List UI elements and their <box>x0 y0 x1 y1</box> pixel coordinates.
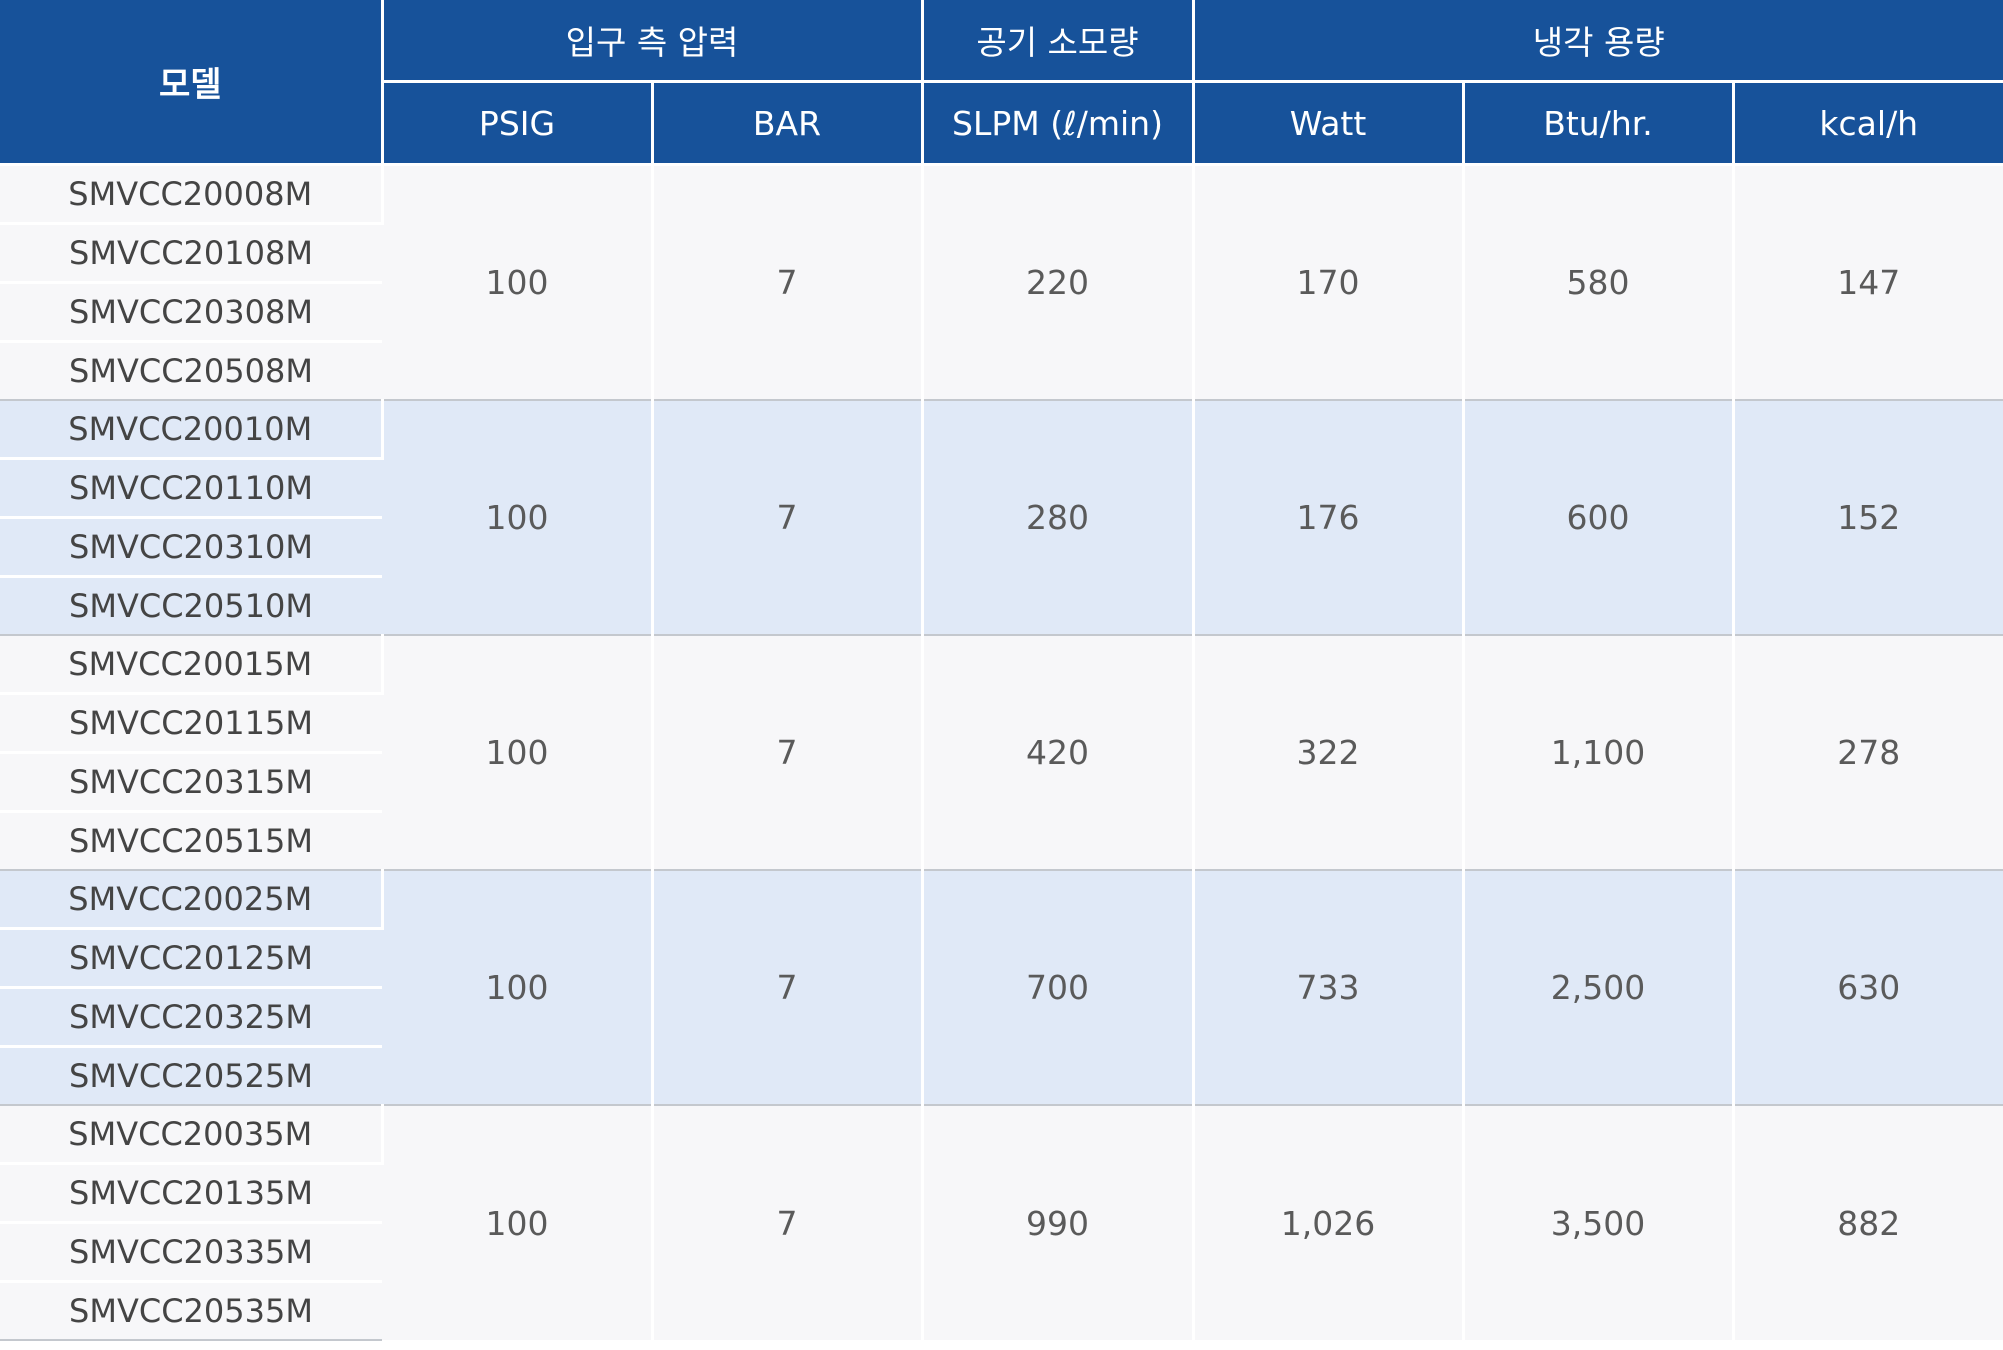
model-cell: SMVCC20115M <box>0 693 382 754</box>
psig-cell: 100 <box>382 869 654 1105</box>
header-slpm: SLPM (ℓ/min) <box>922 81 1195 166</box>
kcal-cell: 882 <box>1733 1104 2003 1340</box>
spec-group: SMVCC20025M 100 7 700 733 2,500 630 SMVC… <box>0 869 2003 1106</box>
watt-cell: 176 <box>1193 399 1465 635</box>
btu-cell: 2,500 <box>1463 869 1735 1105</box>
btu-cell: 1,100 <box>1463 634 1735 870</box>
model-cell: SMVCC20508M <box>0 341 382 401</box>
spec-group: SMVCC20010M 100 7 280 176 600 152 SMVCC2… <box>0 399 2003 636</box>
model-cell: SMVCC20510M <box>0 576 382 636</box>
watt-cell: 733 <box>1193 869 1465 1105</box>
slpm-cell: 280 <box>922 399 1195 635</box>
header-inlet-pressure: 입구 측 압력 <box>382 0 924 83</box>
table-row: SMVCC20308M <box>0 282 2003 343</box>
header-row-groups: 모델 입구 측 압력 공기 소모량 냉각 용량 <box>0 0 2003 166</box>
table-row: SMVCC20110M <box>0 458 2003 519</box>
kcal-cell: 630 <box>1733 869 2003 1105</box>
spec-group: SMVCC20035M 100 7 990 1,026 3,500 882 SM… <box>0 1104 2003 1341</box>
table-row: SMVCC20115M <box>0 693 2003 754</box>
header-watt: Watt <box>1193 81 1465 166</box>
model-cell: SMVCC20015M <box>0 634 384 695</box>
table-row: SMVCC20008M 100 7 220 170 580 147 <box>0 163 2003 400</box>
model-cell: SMVCC20035M <box>0 1104 384 1165</box>
table-row: SMVCC20508M <box>0 341 2003 401</box>
table-row: SMVCC20325M <box>0 987 2003 1048</box>
table-row: SMVCC20515M <box>0 811 2003 871</box>
header-row-units: PSIG BAR SLPM (ℓ/min) Watt Btu/hr. kcal/… <box>0 81 2003 166</box>
table-row: SMVCC20015M 100 7 420 322 1,100 278 <box>0 634 2003 870</box>
spec-group: SMVCC20015M 100 7 420 322 1,100 278 SMVC… <box>0 634 2003 871</box>
header-cooling-capacity: 냉각 용량 <box>1193 0 2003 83</box>
table-row: SMVCC20035M 100 7 990 1,026 3,500 882 <box>0 1104 2003 1340</box>
kcal-cell: 152 <box>1733 399 2003 635</box>
header-model: 모델 <box>0 0 384 166</box>
table-row: SMVCC20310M <box>0 517 2003 578</box>
btu-cell: 600 <box>1463 399 1735 635</box>
model-cell: SMVCC20008M <box>0 163 384 225</box>
slpm-cell: 420 <box>922 634 1195 870</box>
spec-group: SMVCC20008M 100 7 220 170 580 147 SMVCC2… <box>0 163 2003 401</box>
table-row: SMVCC20535M <box>0 1281 2003 1341</box>
table-row: SMVCC20010M 100 7 280 176 600 152 <box>0 399 2003 635</box>
watt-cell: 1,026 <box>1193 1104 1465 1340</box>
table-row: SMVCC20525M <box>0 1046 2003 1106</box>
slpm-cell: 990 <box>922 1104 1195 1340</box>
table-row: SMVCC20108M <box>0 223 2003 284</box>
watt-cell: 170 <box>1193 163 1465 400</box>
table-row: SMVCC20025M 100 7 700 733 2,500 630 <box>0 869 2003 1105</box>
table-row: SMVCC20125M <box>0 928 2003 989</box>
model-cell: SMVCC20135M <box>0 1163 382 1224</box>
table-header: 모델 입구 측 압력 공기 소모량 냉각 용량 PSIG BAR SLPM (ℓ… <box>0 0 2003 166</box>
table-row: SMVCC20315M <box>0 752 2003 813</box>
psig-cell: 100 <box>382 634 654 870</box>
bar-cell: 7 <box>652 163 924 400</box>
model-cell: SMVCC20308M <box>0 282 382 343</box>
bar-cell: 7 <box>652 399 924 635</box>
model-cell: SMVCC20310M <box>0 517 382 578</box>
header-kcal: kcal/h <box>1733 81 2003 166</box>
slpm-cell: 220 <box>922 163 1195 400</box>
slpm-cell: 700 <box>922 869 1195 1105</box>
model-cell: SMVCC20010M <box>0 399 384 460</box>
model-cell: SMVCC20325M <box>0 987 382 1048</box>
model-cell: SMVCC20108M <box>0 223 382 284</box>
model-cell: SMVCC20515M <box>0 811 382 871</box>
bar-cell: 7 <box>652 869 924 1105</box>
model-cell: SMVCC20525M <box>0 1046 382 1106</box>
table-row: SMVCC20335M <box>0 1222 2003 1283</box>
header-bar: BAR <box>652 81 924 166</box>
model-cell: SMVCC20335M <box>0 1222 382 1283</box>
kcal-cell: 147 <box>1733 163 2003 400</box>
bar-cell: 7 <box>652 634 924 870</box>
kcal-cell: 278 <box>1733 634 2003 870</box>
btu-cell: 3,500 <box>1463 1104 1735 1340</box>
watt-cell: 322 <box>1193 634 1465 870</box>
psig-cell: 100 <box>382 163 654 400</box>
psig-cell: 100 <box>382 399 654 635</box>
model-cell: SMVCC20025M <box>0 869 384 930</box>
bar-cell: 7 <box>652 1104 924 1340</box>
table-row: SMVCC20510M <box>0 576 2003 636</box>
table-row: SMVCC20135M <box>0 1163 2003 1224</box>
model-cell: SMVCC20315M <box>0 752 382 813</box>
model-cell: SMVCC20535M <box>0 1281 382 1341</box>
header-psig: PSIG <box>382 81 654 166</box>
model-cell: SMVCC20125M <box>0 928 382 989</box>
btu-cell: 580 <box>1463 163 1735 400</box>
psig-cell: 100 <box>382 1104 654 1340</box>
header-air-consumption: 공기 소모량 <box>922 0 1195 83</box>
header-btu: Btu/hr. <box>1463 81 1735 166</box>
model-cell: SMVCC20110M <box>0 458 382 519</box>
